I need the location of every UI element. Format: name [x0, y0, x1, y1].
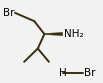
Text: Br: Br — [3, 8, 14, 18]
Text: NH₂: NH₂ — [64, 29, 84, 39]
Text: Br: Br — [84, 68, 95, 78]
Polygon shape — [44, 32, 63, 36]
Text: H: H — [59, 68, 66, 78]
